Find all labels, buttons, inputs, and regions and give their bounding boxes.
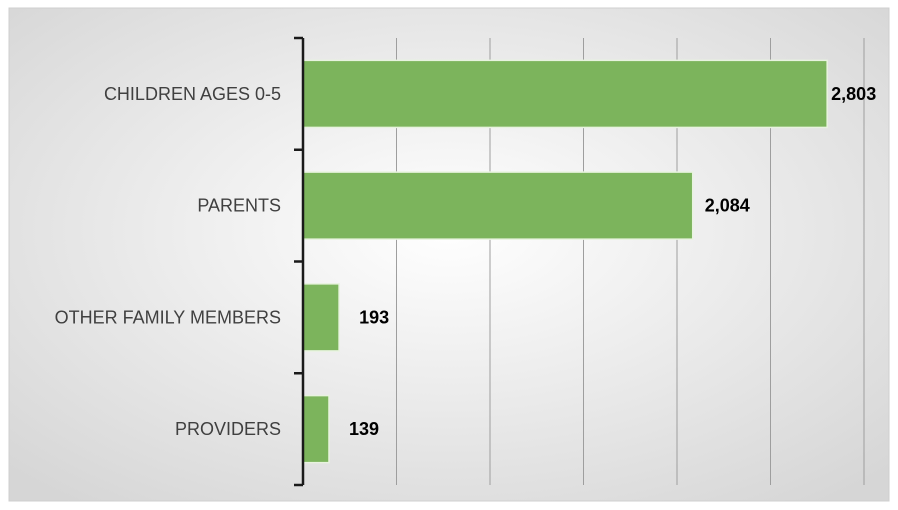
category-label-2: OTHER FAMILY MEMBERS xyxy=(55,307,281,327)
value-label-2: 193 xyxy=(359,307,389,327)
bar-2 xyxy=(302,283,340,352)
bar-3 xyxy=(302,394,330,464)
category-label-1: PARENTS xyxy=(197,196,281,216)
category-axis xyxy=(294,36,305,487)
labels: CHILDREN AGES 0-5 2,803 PARENTS 2,084 OTHER … xyxy=(55,84,877,439)
value-label-3: 139 xyxy=(349,419,379,439)
bar-1 xyxy=(302,171,694,240)
category-label-3: PROVIDERS xyxy=(175,419,281,439)
value-label-1: 2,084 xyxy=(705,196,750,216)
value-label-0: 2,803 xyxy=(831,84,876,104)
bars xyxy=(302,59,828,464)
category-label-0: CHILDREN AGES 0-5 xyxy=(104,84,281,104)
bar-0 xyxy=(302,59,828,129)
